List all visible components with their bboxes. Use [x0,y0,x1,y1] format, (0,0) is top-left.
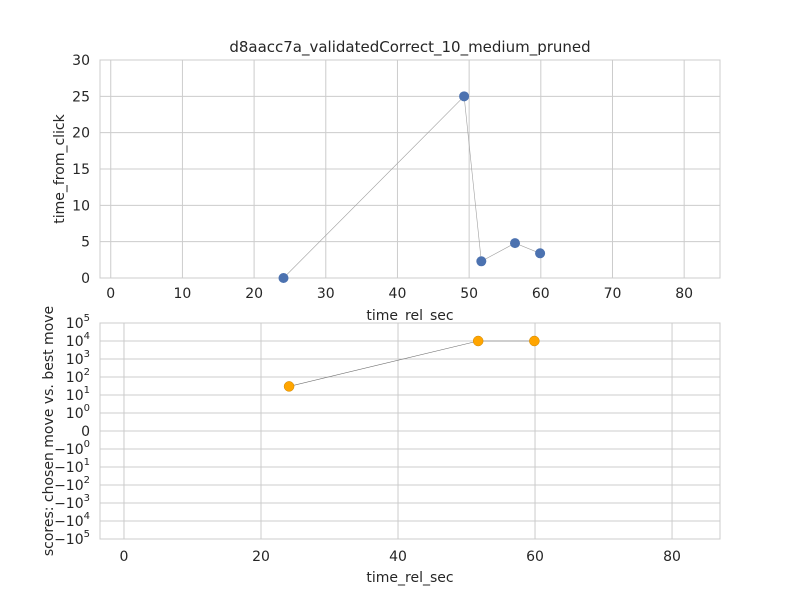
gridlines [100,322,720,540]
y-tick-label: −104 [54,511,90,530]
x-tick-label: 40 [389,286,407,302]
x-tick-label: 10 [174,286,192,302]
y-tick-label: 104 [66,331,90,350]
x-axis-label: time_rel_sec [366,308,453,324]
y-tick-label: −103 [54,493,90,512]
y-tick-labels: 0 5 10 15 20 25 30 [72,53,90,287]
data-point [283,381,295,392]
y-tick-label: −101 [54,457,90,476]
x-tick-label: 40 [389,549,407,565]
data-point [535,248,546,259]
y-tick-label: 103 [66,349,90,368]
y-tick-label: 102 [66,367,90,386]
x-tick-label: 80 [663,549,681,565]
data-point [476,256,487,267]
y-tick-label: 105 [66,313,90,332]
x-tick-label: 0 [120,549,129,565]
data-point [278,273,289,283]
y-tick-label: 15 [72,162,90,178]
x-tick-label: 60 [532,286,550,302]
y-tick-label: 0 [81,424,90,440]
data-point [510,238,521,249]
y-tick-label: −105 [54,529,90,548]
chart-title: d8aacc7a_validatedCorrect_10_medium_prun… [229,38,590,57]
y-tick-label: 30 [72,53,90,69]
x-tick-label: 70 [604,286,622,302]
chart-scores: 0 20 40 60 80 1051041031021011000−100−101−10… [41,306,721,586]
x-tick-label: 50 [460,286,478,302]
x-axis-label: time_rel_sec [366,570,453,586]
y-tick-label: 25 [72,89,90,105]
y-tick-label: 101 [66,385,90,404]
y-axis-label: scores: chosen move vs. best move [41,306,57,556]
x-tick-label: 20 [245,286,263,302]
x-tick-label: 20 [252,549,270,565]
x-tick-label: 30 [317,286,335,302]
x-tick-labels: 0 10 20 30 40 50 60 70 80 [106,286,693,302]
series-points [283,335,540,392]
gridlines [100,59,720,279]
y-tick-label: 0 [81,271,90,287]
x-tick-label: 0 [106,286,115,302]
x-tick-label: 80 [675,286,693,302]
chart-time-from-click: 0 10 20 30 40 50 60 70 80 0 5 10 15 20 25 30 d8aacc7a_… [52,38,721,324]
y-tick-label: −100 [54,439,90,458]
y-axis-label: time_from_click [52,113,68,223]
data-point [472,335,484,347]
x-tick-label: 60 [526,549,544,565]
y-tick-label: −102 [54,475,90,494]
x-tick-labels: 0 20 40 60 80 [120,549,681,565]
series-points [278,91,546,283]
y-tick-label: 20 [72,126,90,142]
y-tick-label: 100 [66,403,90,422]
data-point [459,91,470,102]
y-tick-label: 10 [72,198,90,214]
data-point [529,335,540,347]
y-tick-label: 5 [81,235,90,251]
